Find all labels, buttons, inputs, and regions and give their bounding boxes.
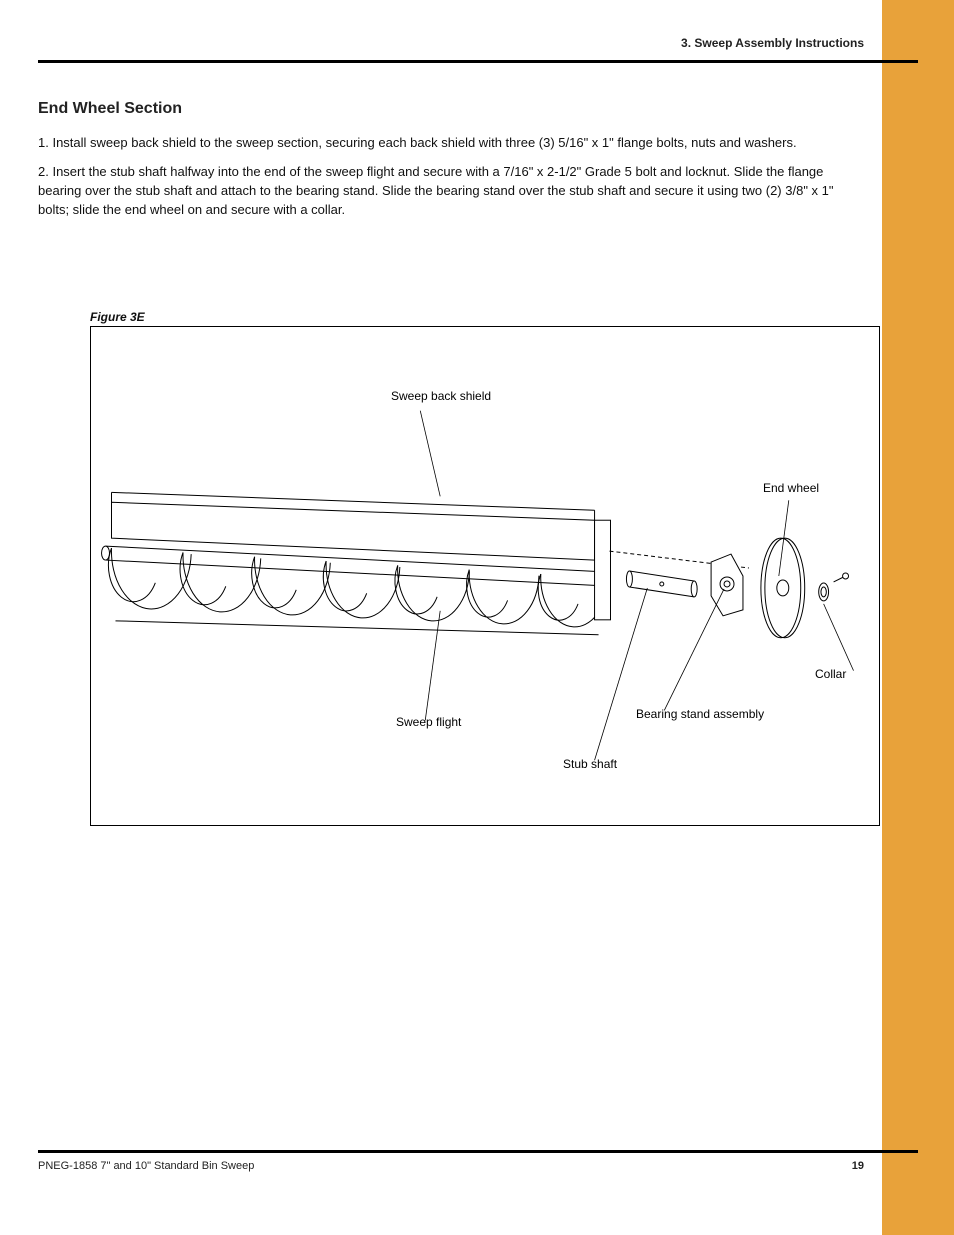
figure-box: Sweep back shield End wheel Collar Beari… (90, 326, 880, 826)
intro-line-1: 1. Install sweep back shield to the swee… (38, 134, 868, 153)
footer-left: PNEG-1858 7" and 10" Standard Bin Sweep (38, 1160, 254, 1172)
bottom-rule (38, 1150, 918, 1153)
intro-line-2: 2. Insert the stub shaft halfway into th… (38, 163, 868, 220)
header-section-path: 3. Sweep Assembly Instructions (681, 36, 864, 50)
diagram-svg (91, 327, 879, 825)
page-root: 3. Sweep Assembly Instructions End Wheel… (0, 0, 954, 1235)
section-intro: 1. Install sweep back shield to the swee… (38, 134, 868, 219)
figure-caption: Figure 3E (90, 310, 145, 324)
top-rule (38, 60, 918, 63)
side-accent-bar (882, 0, 954, 1235)
section-title: End Wheel Section (38, 100, 182, 118)
footer-page-number: 19 (852, 1160, 864, 1172)
